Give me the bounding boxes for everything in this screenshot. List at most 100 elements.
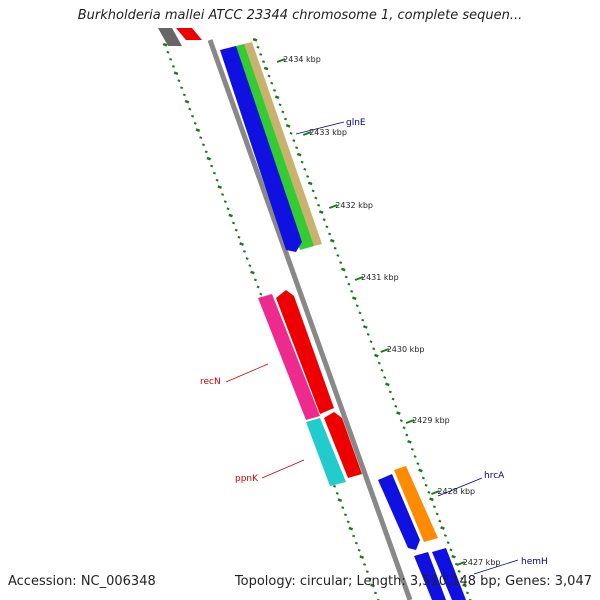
gc-dot	[328, 232, 332, 236]
scale-ticks: 2434 kbp 2433 kbp 2432 kbp 2431 kbp 2430 kbp…	[276, 55, 501, 567]
gc-dot	[344, 275, 348, 279]
gene-label-hemH[interactable]: hemH	[521, 557, 548, 567]
gc-dot	[210, 164, 214, 168]
gc-dot	[314, 196, 318, 200]
gc-dot	[363, 325, 368, 329]
gc-dot	[416, 462, 420, 466]
gc-dot	[248, 264, 252, 268]
scale-tick-label: 2427 kbp	[463, 558, 501, 567]
gc-dot	[274, 95, 280, 100]
gc-dot	[311, 189, 315, 193]
gc-dot	[394, 404, 398, 408]
gc-track-dots-right	[252, 37, 472, 600]
gc-dot	[377, 361, 381, 365]
gc-dot	[365, 570, 369, 573]
scale-tick	[328, 204, 338, 209]
gc-dot	[341, 506, 345, 509]
feature-red-1[interactable]	[276, 290, 334, 414]
gc-dot	[162, 42, 168, 47]
gc-dot	[368, 577, 372, 581]
gc-dot	[440, 526, 445, 530]
gc-dot	[358, 311, 362, 315]
gc-dot	[357, 548, 361, 552]
gc-dot	[337, 498, 343, 503]
gc-dot	[370, 583, 375, 588]
backbone-line	[207, 39, 413, 600]
gene-label-ppnK[interactable]: ppnK	[235, 474, 259, 484]
hemH-leader-line	[473, 559, 519, 575]
map-title: Burkholderia mallei ATCC 23344 chromosom…	[77, 8, 523, 23]
gc-dot	[303, 167, 307, 171]
gc-dot	[369, 340, 373, 343]
feature-blue-glnE[interactable]	[220, 46, 302, 252]
gc-dot	[221, 193, 225, 196]
gc-dot	[182, 93, 186, 97]
gc-dot	[446, 541, 450, 545]
gc-dot	[259, 292, 263, 296]
gc-dot	[169, 57, 173, 61]
gc-dot	[336, 254, 340, 257]
gc-dot	[295, 146, 299, 150]
feature-hrcA[interactable]	[394, 466, 438, 542]
gc-dot	[363, 563, 367, 566]
gc-dot	[352, 534, 356, 538]
gc-dot	[427, 491, 431, 494]
gc-dot	[438, 519, 442, 523]
feature-red-top[interactable]	[176, 28, 202, 40]
gc-dot	[373, 591, 378, 595]
gc-dot	[188, 107, 192, 111]
accession-text: Accession: NC_006348	[8, 574, 156, 589]
gc-dot	[195, 128, 201, 133]
feature-ppnK[interactable]	[306, 418, 346, 486]
gc-dot	[217, 185, 223, 189]
gc-dot	[421, 476, 425, 480]
gc-dot	[435, 512, 439, 516]
gc-dot	[383, 376, 387, 379]
gc-dot	[201, 143, 205, 147]
gc-dot	[359, 555, 365, 559]
gc-dot	[171, 65, 175, 68]
gc-dot	[242, 250, 246, 253]
gene-label-hrcA[interactable]: hrcA	[484, 471, 505, 481]
gc-dot	[193, 121, 197, 125]
gc-dot	[449, 548, 453, 552]
gc-dot	[335, 491, 339, 495]
gc-dot	[267, 74, 271, 78]
gc-dot	[223, 200, 227, 203]
feature-red-2[interactable]	[324, 412, 362, 478]
feature-gray-top[interactable]	[158, 28, 182, 46]
gc-dot	[256, 285, 260, 289]
gc-dot	[451, 554, 456, 559]
gc-dot	[462, 583, 467, 588]
gene-label-recN[interactable]: recN	[200, 377, 221, 387]
scale-tick-label: 2431 kbp	[361, 273, 399, 282]
gc-dot	[252, 37, 258, 42]
gc-dot	[253, 278, 257, 282]
gc-dot	[180, 86, 184, 90]
gc-dot	[343, 513, 347, 517]
scale-tick	[276, 58, 286, 63]
scale-tick-label: 2434 kbp	[283, 55, 321, 64]
gc-dot	[468, 598, 472, 600]
feature-hemH[interactable]	[414, 552, 446, 600]
glnE-leader-line	[295, 121, 345, 135]
gc-dot	[372, 347, 376, 351]
gene-label-glnE[interactable]: glnE	[346, 118, 366, 128]
gc-dot	[457, 570, 461, 573]
gc-dot	[325, 225, 329, 229]
recN-leader-line	[225, 363, 269, 383]
gc-dot	[329, 238, 335, 243]
gc-dot	[173, 71, 179, 76]
feature-blue-4[interactable]	[432, 548, 466, 600]
gc-dot	[388, 390, 392, 394]
gc-dot	[237, 235, 241, 239]
gc-dot	[339, 261, 343, 265]
gc-dot	[317, 203, 321, 207]
gc-dot	[191, 114, 195, 118]
gc-dot	[228, 213, 233, 218]
gc-dot	[215, 178, 219, 182]
feature-recN[interactable]	[258, 294, 320, 420]
gc-dot	[410, 447, 414, 451]
feature-blue-2[interactable]	[378, 474, 420, 550]
